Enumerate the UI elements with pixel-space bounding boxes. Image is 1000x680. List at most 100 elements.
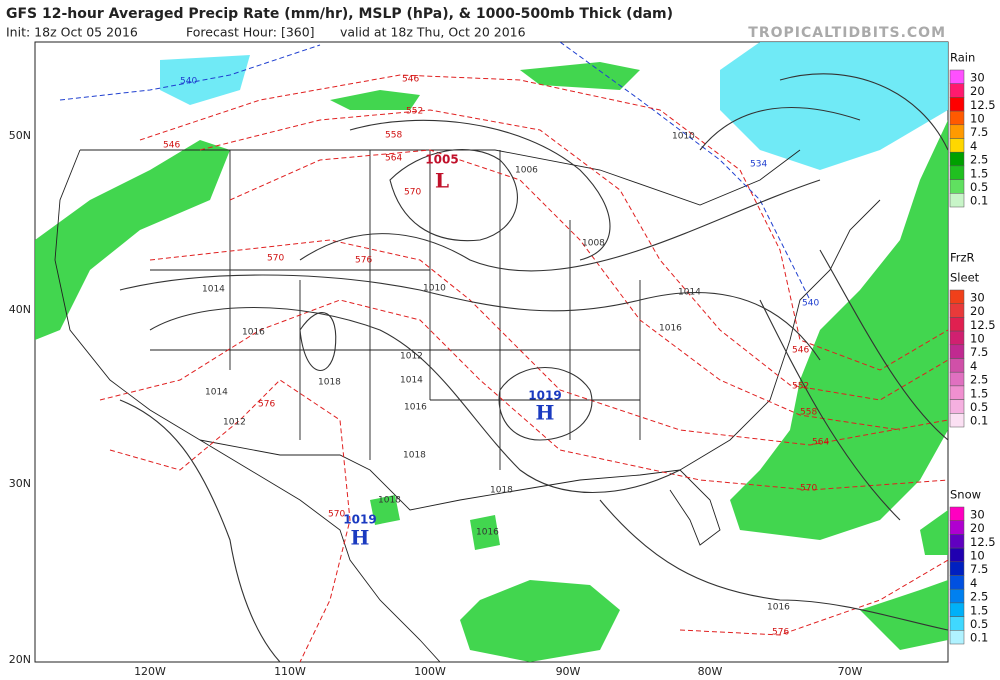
legend-label: 10 xyxy=(970,111,985,125)
lon-label: 110W xyxy=(274,665,306,678)
thickness-label: 576 xyxy=(355,256,372,266)
lon-label: 100W xyxy=(414,665,446,678)
thickness-label: 546 xyxy=(402,75,419,85)
thickness-label: 534 xyxy=(750,160,767,170)
legend-swatch xyxy=(949,193,965,208)
legend-swatch xyxy=(949,138,965,153)
thickness-label: 540 xyxy=(180,77,197,87)
legend-swatch xyxy=(949,179,965,194)
legend-swatch xyxy=(949,630,965,645)
legend-swatch xyxy=(949,385,965,400)
legend-swatch xyxy=(949,399,965,414)
thickness-labels: 540 546 552 558 564 570 546 570 576 576 … xyxy=(163,75,829,638)
legend-label: 12.5 xyxy=(970,98,996,112)
center-pressure: 1019 xyxy=(343,513,376,527)
lat-labels: 50N 40N 30N 20N xyxy=(9,129,31,666)
isobar-label: 1018 xyxy=(378,496,401,506)
center-pressure: 1005 xyxy=(425,153,458,167)
legend-label: 0.5 xyxy=(970,400,988,414)
legends: Rain302012.5107.542.51.50.50.1FrzRSleet3… xyxy=(949,51,996,645)
legend-swatch xyxy=(949,165,965,180)
legend-swatch xyxy=(949,358,965,373)
legend-label: 1.5 xyxy=(970,603,988,617)
legend-swatch xyxy=(949,561,965,576)
thickness-label: 558 xyxy=(385,131,402,141)
lon-labels: 120W 110W 100W 90W 80W 70W xyxy=(134,665,862,678)
legend-swatch xyxy=(949,110,965,126)
legend-swatch xyxy=(949,588,965,604)
lon-label: 70W xyxy=(838,665,863,678)
lat-label: 30N xyxy=(9,477,31,490)
isobar-label: 1016 xyxy=(476,528,499,538)
legend-label: 0.5 xyxy=(970,180,988,194)
legend-label: 2.5 xyxy=(970,590,988,604)
legend-label: 7.5 xyxy=(970,125,988,139)
isobar-labels: 1006 1008 1010 1010 1012 1014 1014 1014 … xyxy=(202,132,790,613)
legend-label: 12.5 xyxy=(970,535,996,549)
legend-label: 0.1 xyxy=(970,194,988,208)
isobar-label: 1006 xyxy=(515,166,538,176)
isobar-label: 1012 xyxy=(400,352,423,362)
legend-swatch xyxy=(949,371,965,387)
legend-label: 10 xyxy=(970,331,985,345)
isobar-label: 1016 xyxy=(242,328,265,338)
legend-swatch xyxy=(949,602,965,617)
legend-swatch xyxy=(949,575,965,590)
thickness-label: 570 xyxy=(404,188,421,198)
legend-label: 4 xyxy=(970,576,977,590)
valid-time: valid at 18z Thu, Oct 20 2016 xyxy=(340,25,526,40)
isobar-label: 1016 xyxy=(404,403,427,413)
legend-swatch xyxy=(949,69,965,84)
lat-label: 20N xyxy=(9,653,31,666)
isobar-label: 1018 xyxy=(403,451,426,461)
thickness-label: 564 xyxy=(385,154,402,164)
thickness-label: 540 xyxy=(802,299,819,309)
lat-label: 40N xyxy=(9,303,31,316)
legend-swatch xyxy=(949,547,965,563)
legend-label: 0.1 xyxy=(970,414,988,428)
legend-swatch xyxy=(949,151,965,167)
legend-label: 30 xyxy=(970,290,985,304)
legend-label: 4 xyxy=(970,139,977,153)
thickness-label: 552 xyxy=(792,382,809,392)
center-pressure: 1019 xyxy=(528,389,561,403)
legend-swatch xyxy=(949,97,965,112)
legend-label: 7.5 xyxy=(970,562,988,576)
legend-title: FrzR xyxy=(950,251,975,265)
legend-swatch xyxy=(949,520,965,535)
legend-label: 2.5 xyxy=(970,153,988,167)
isobar-label: 1014 xyxy=(400,376,423,386)
center-letter: H xyxy=(351,526,370,550)
legend-label: 2.5 xyxy=(970,373,988,387)
thickness-contours xyxy=(59,42,948,662)
legend-label: 30 xyxy=(970,507,985,521)
title: GFS 12-hour Averaged Precip Rate (mm/hr)… xyxy=(6,6,673,22)
isobar-label: 1016 xyxy=(659,324,682,334)
legend-label: 1.5 xyxy=(970,166,988,180)
center-letter: L xyxy=(435,169,449,193)
isobar-label: 1018 xyxy=(490,486,513,496)
thickness-label: 546 xyxy=(163,141,180,151)
legend-swatch xyxy=(949,344,965,359)
legend-swatch xyxy=(949,534,965,549)
lat-label: 50N xyxy=(9,129,31,142)
thickness-label: 552 xyxy=(406,107,423,117)
legend-swatch xyxy=(949,317,965,332)
init-time: Init: 18z Oct 05 2016 xyxy=(6,25,138,40)
legend-swatch xyxy=(949,124,965,139)
legend-label: 20 xyxy=(970,304,985,318)
lon-label: 80W xyxy=(698,665,723,678)
isobar-label: 1016 xyxy=(767,603,790,613)
lon-label: 90W xyxy=(556,665,581,678)
thickness-label: 576 xyxy=(772,628,789,638)
isobar-label: 1014 xyxy=(205,388,228,398)
legend-label: 1.5 xyxy=(970,386,988,400)
source: TROPICALTIDBITS.COM xyxy=(748,25,946,41)
thickness-label: 564 xyxy=(812,438,829,448)
legend-title: Rain xyxy=(950,51,975,65)
legend-label: 0.5 xyxy=(970,617,988,631)
legend-swatch xyxy=(949,330,965,346)
thickness-label: 546 xyxy=(792,346,809,356)
legend-label: 7.5 xyxy=(970,345,988,359)
